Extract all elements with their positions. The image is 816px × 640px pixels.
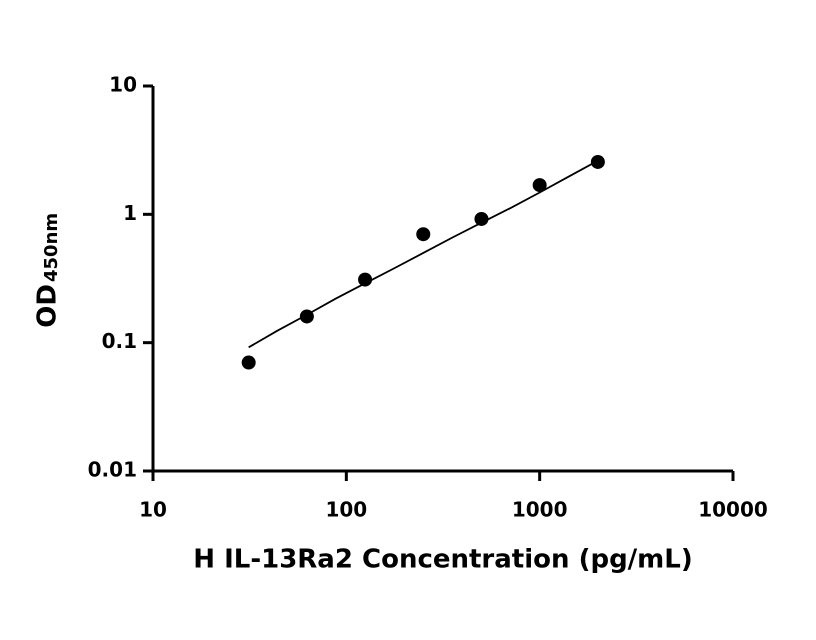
- data-point: [532, 178, 547, 193]
- x-tick-label: 10: [139, 498, 167, 522]
- y-axis-title-group: OD 450nm: [33, 213, 63, 328]
- x-tick-label: 1000: [512, 498, 568, 522]
- data-point: [358, 272, 373, 287]
- y-axis-title: OD: [33, 284, 63, 328]
- y-axis-subscript: 450nm: [41, 213, 62, 282]
- x-tick-label: 100: [325, 498, 367, 522]
- y-tick-label: 10: [109, 73, 137, 97]
- y-tick-label: 0.01: [88, 458, 137, 482]
- data-point: [474, 211, 489, 226]
- data-point: [416, 227, 431, 242]
- y-tick-label: 0.1: [102, 329, 137, 353]
- x-axis-title: H IL-13Ra2 Concentration (pg/mL): [193, 545, 692, 575]
- y-tick-label: 1: [123, 201, 137, 225]
- fit-curve: [248, 159, 599, 349]
- x-tick-label: 10000: [698, 498, 768, 522]
- data-point: [241, 355, 256, 370]
- data-point: [590, 154, 605, 169]
